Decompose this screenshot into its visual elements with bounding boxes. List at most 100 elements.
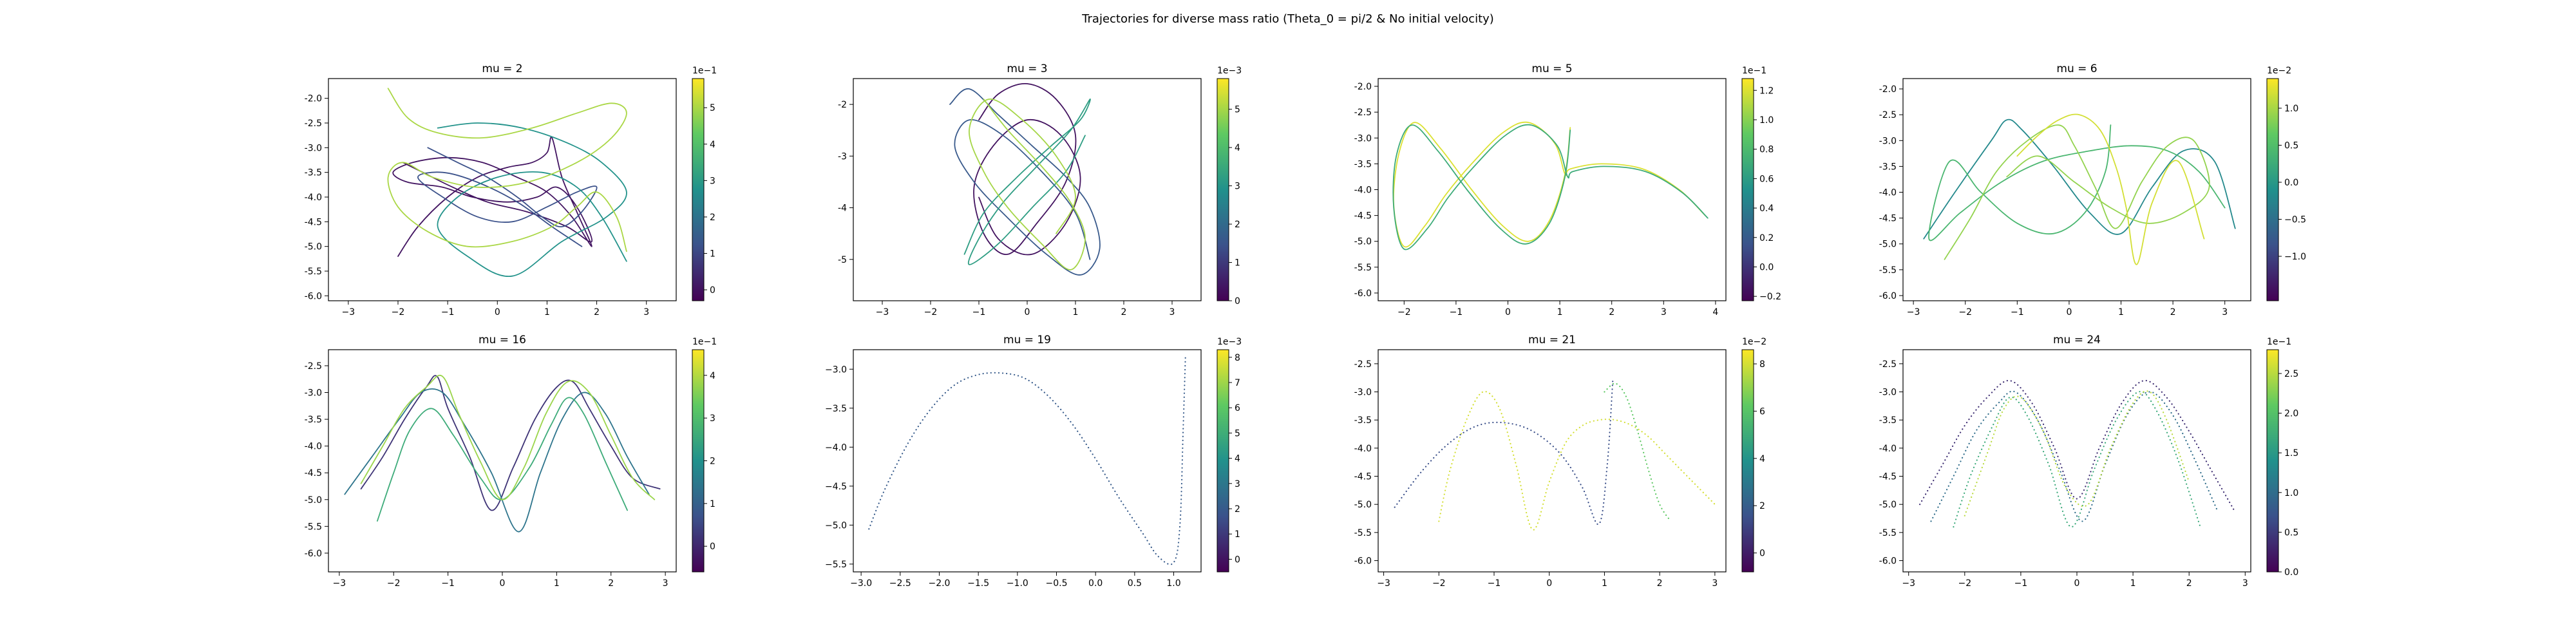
trajectory-line: [1944, 124, 2210, 260]
y-tick-label: -3.0: [1354, 388, 1372, 398]
subplot-title: mu = 16: [478, 334, 526, 346]
y-tick-label: -5.5: [1879, 528, 1897, 538]
y-tick-label: -6.0: [305, 291, 322, 301]
colorbar-frame: [2266, 78, 2279, 301]
subplot-title: mu = 24: [2053, 334, 2101, 346]
y-tick-label: -4.0: [1879, 444, 1897, 454]
colorbar-tick-label: 0: [710, 542, 715, 552]
y-tick-label: −5.0: [825, 520, 847, 531]
trajectories: [1923, 113, 2236, 265]
y-tick-label: -3.5: [1354, 159, 1372, 169]
colorbar-exponent: 1e−1: [2267, 337, 2291, 347]
x-tick-label: −1.5: [967, 578, 989, 589]
x-tick-label: −2: [1432, 578, 1446, 589]
y-tick-label: -5.0: [305, 242, 322, 252]
x-tick-label: 1: [1557, 307, 1563, 317]
trajectory-line: [1928, 124, 2226, 242]
colorbar-tick-label: 1.2: [1759, 86, 1774, 96]
colorbar-tick-label: 6: [1235, 403, 1240, 413]
trajectory-line: [344, 388, 650, 533]
x-tick-label: 0: [1546, 578, 1552, 589]
y-tick-label: -4.0: [1354, 185, 1372, 196]
colorbar-tick-label: 4: [1759, 454, 1765, 464]
y-tick-label: -3.0: [1879, 388, 1897, 398]
x-tick-label: 1: [2130, 578, 2136, 589]
colorbar: [1742, 350, 1754, 572]
y-tick-label: -5.0: [1879, 500, 1897, 510]
y-tick-label: -3.5: [1354, 415, 1372, 426]
y-tick-label: -4.0: [1354, 444, 1372, 454]
colorbar-tick-label: 0.0: [2284, 567, 2298, 578]
subplot: mu = 16 −3 −2 −1 0 1 2 3 -6.0 -5.5 -5.0 -4.5 -4.0 -3.…: [305, 334, 717, 589]
colorbar-exponent: 1e−1: [692, 66, 717, 76]
trajectory-line: [1919, 379, 2235, 511]
x-tick-label: 0: [2074, 578, 2080, 589]
x-tick-label: −2: [387, 578, 401, 589]
colorbar-frame: [1741, 78, 1754, 301]
x-tick-label: 0: [500, 578, 506, 589]
y-tick-label: -3.0: [1354, 133, 1372, 144]
colorbar-tick-label: 0.0: [2284, 178, 2298, 188]
colorbar-exponent: 1e−3: [1217, 66, 1242, 76]
x-tick-label: 0: [1505, 307, 1511, 317]
trajectory-line: [1930, 390, 2218, 522]
x-tick-label: −2.0: [928, 578, 950, 589]
trajectory-line: [437, 122, 627, 278]
x-tick-label: −2.5: [889, 578, 911, 589]
y-tick-label: -3.5: [1879, 162, 1897, 172]
colorbar: [692, 79, 704, 301]
y-tick-label: -3.5: [305, 415, 322, 425]
colorbar-frame: [2266, 349, 2279, 573]
colorbar-tick-label: 4: [710, 140, 715, 150]
x-tick-label: 0: [2066, 307, 2072, 317]
y-tick-label: −5.5: [825, 560, 847, 570]
x-tick-label: −3: [342, 307, 355, 317]
x-tick-label: −2: [1958, 307, 1972, 317]
colorbar-tick-label: 2: [1235, 220, 1240, 230]
subplot-title: mu = 2: [482, 62, 522, 75]
colorbar-tick-label: 2.5: [2284, 369, 2298, 379]
x-tick-label: 2: [608, 578, 614, 589]
y-tick-label: -4.0: [305, 442, 322, 452]
figure-title: Trajectories for diverse mass ratio (The…: [1081, 12, 1494, 26]
colorbar-tick-label: 0.0: [1759, 262, 1774, 272]
y-tick-label: -6.0: [1879, 556, 1897, 567]
trajectory-line: [1953, 390, 2201, 528]
y-tick-label: -5.0: [1354, 237, 1372, 247]
y-tick-label: -5.5: [305, 522, 322, 532]
y-tick-label: -6.0: [1354, 556, 1372, 567]
y-tick-label: -2.5: [1879, 359, 1897, 370]
subplot: mu = 5 −2 −1 0 1 2 3 4 -6.0 -5.5 -5.0 -4.5 -4.0 -3.5 -…: [1354, 62, 1781, 317]
x-tick-label: −1: [2011, 307, 2024, 317]
trajectory-line: [1392, 124, 1709, 251]
x-tick-label: −3: [1377, 578, 1390, 589]
subplot: mu = 24 −3 −2 −1 0 1 2 3 -6.0 -5.5 -5.0 -4.5 -4.0 -3.…: [1879, 334, 2299, 589]
subplot: mu = 6 −3 −2 −1 0 1 2 3 -6.0 -5.5 -5.0 -4.5 -4.0 -3.5…: [1879, 62, 2306, 317]
colorbar-tick-label: 1.5: [2284, 448, 2298, 459]
colorbar-tick-label: 6: [1759, 406, 1765, 417]
axes-frame: [1378, 349, 1727, 573]
y-tick-label: -2.5: [305, 361, 322, 372]
trajectories: [1392, 121, 1709, 251]
colorbar-tick-label: 0: [1759, 549, 1765, 559]
y-tick-label: -4.5: [1354, 472, 1372, 482]
y-tick-label: -2.5: [305, 118, 322, 129]
colorbar: [692, 350, 704, 572]
trajectory-line: [949, 88, 1101, 276]
trajectory-line: [1394, 379, 1614, 526]
y-tick-label: −3.0: [825, 365, 847, 375]
y-tick-label: -4: [838, 204, 847, 214]
trajectory-line: [1393, 121, 1706, 248]
colorbar-tick-label: 5: [1235, 428, 1240, 439]
colorbar: [2267, 350, 2278, 572]
colorbar-tick-label: 1.0: [2284, 104, 2298, 114]
x-tick-label: −0.5: [1046, 578, 1068, 589]
y-tick-label: -6.0: [1879, 291, 1897, 301]
y-tick-label: -5.0: [1879, 240, 1897, 250]
colorbar: [1217, 79, 1229, 301]
y-tick-label: -5.0: [305, 495, 322, 506]
colorbar-tick-label: 0.5: [2284, 527, 2298, 538]
x-tick-label: 2: [2186, 578, 2192, 589]
colorbar-tick-label: 0: [710, 285, 715, 296]
trajectory-line: [2016, 113, 2205, 265]
